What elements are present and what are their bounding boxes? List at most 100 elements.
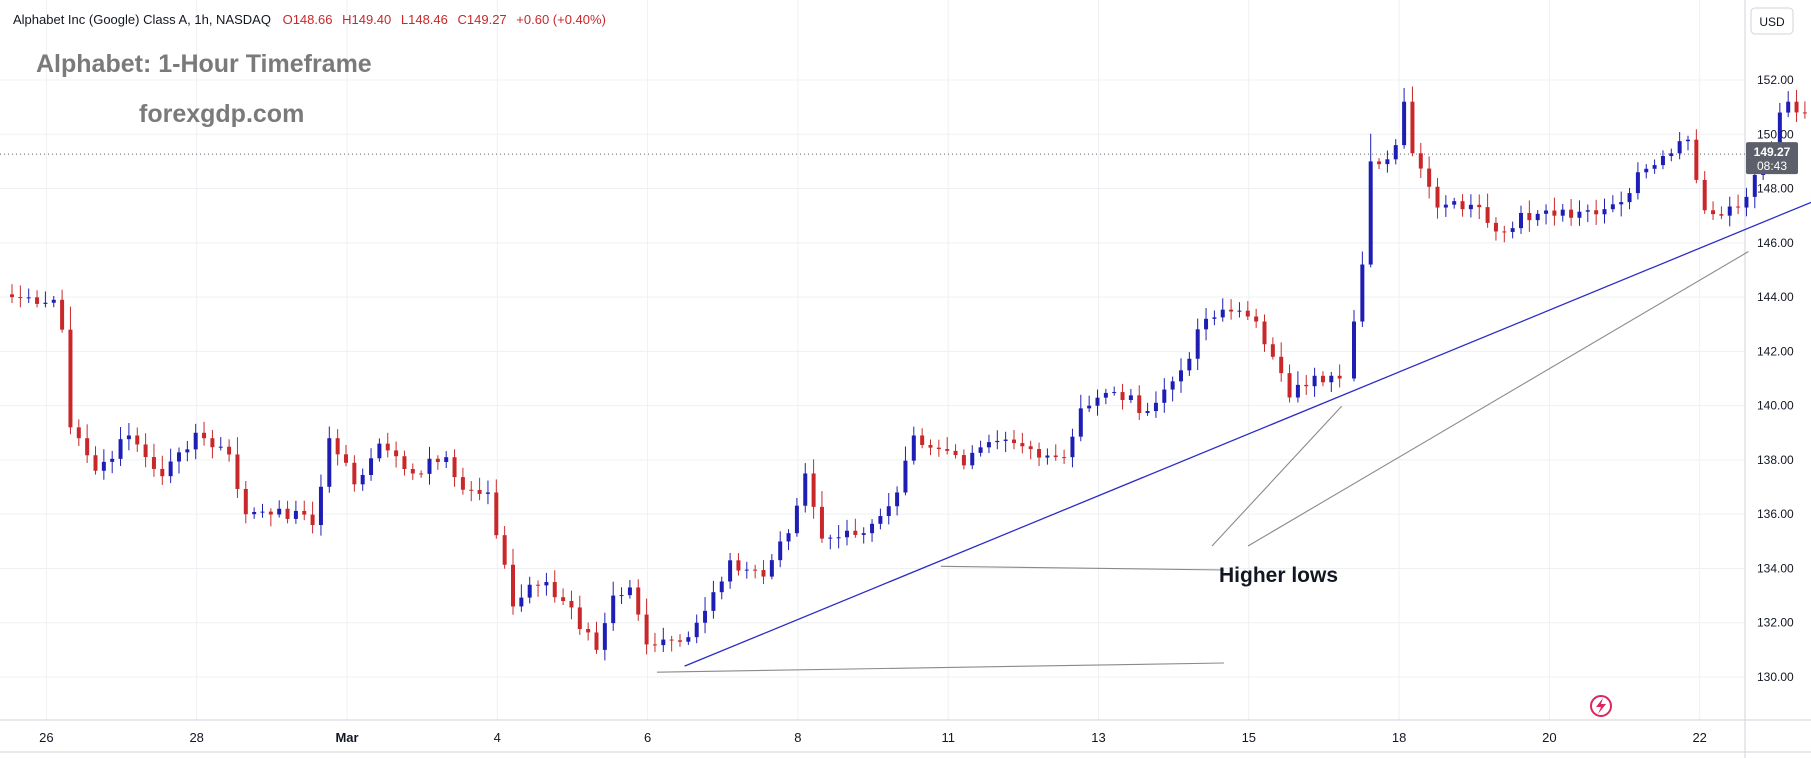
lightning-bolt-icon[interactable] xyxy=(1590,695,1612,717)
candle-body xyxy=(494,492,499,536)
candle xyxy=(1229,299,1234,320)
candle xyxy=(235,437,240,498)
candle xyxy=(177,447,181,474)
candle-body xyxy=(68,329,73,428)
candle-body xyxy=(1736,206,1741,208)
candle-body xyxy=(652,644,657,646)
candle-body xyxy=(43,302,48,304)
candle-body xyxy=(85,438,90,456)
candle-body xyxy=(1410,101,1415,154)
candle xyxy=(753,564,758,579)
candle-body xyxy=(1229,309,1234,312)
y-tick-label: 132.00 xyxy=(1757,616,1794,630)
candle xyxy=(1360,251,1365,328)
candle-body xyxy=(861,533,866,535)
candle-body xyxy=(1162,389,1167,403)
trendline[interactable] xyxy=(684,118,1811,667)
candle xyxy=(1003,431,1008,453)
candle-body xyxy=(1195,329,1200,359)
currency-button[interactable]: USD xyxy=(1750,7,1794,35)
candle xyxy=(477,477,482,501)
candle xyxy=(68,306,73,435)
currency-button-box[interactable] xyxy=(1750,7,1794,35)
candle-body xyxy=(611,595,616,624)
annotation-pointer-line xyxy=(940,565,1225,571)
annotation-pointer-line xyxy=(656,662,1225,673)
candle xyxy=(886,493,891,525)
candle xyxy=(1070,428,1075,468)
candle-body xyxy=(18,297,23,299)
candle xyxy=(552,570,557,603)
y-tick-label: 150.00 xyxy=(1757,127,1794,141)
candle-body xyxy=(110,458,115,462)
ohlc-high: H149.40 xyxy=(342,12,391,27)
lightning-bolt-icon-ring xyxy=(1590,695,1612,717)
candle xyxy=(310,501,315,534)
candle xyxy=(143,433,148,468)
x-tick-label: 8 xyxy=(794,730,801,745)
candle xyxy=(1435,178,1440,219)
candle xyxy=(928,439,933,456)
candle-body xyxy=(285,508,290,519)
candle xyxy=(920,428,925,449)
candle xyxy=(51,296,56,308)
candle xyxy=(1585,204,1590,223)
candle xyxy=(1544,204,1549,225)
candle-body xyxy=(1128,395,1133,400)
candle-body xyxy=(1802,112,1807,114)
candle xyxy=(953,444,958,459)
candle xyxy=(1652,159,1657,174)
candle xyxy=(577,595,582,635)
candle xyxy=(1694,129,1699,184)
x-tick-label: 18 xyxy=(1392,730,1406,745)
candle xyxy=(986,434,991,454)
candle-body xyxy=(903,460,908,493)
candle xyxy=(1519,205,1523,234)
y-tick-label: 142.00 xyxy=(1757,344,1794,358)
price-axis[interactable]: 130.00 132.00 134.00 136.00 138.00 140.00 142.… xyxy=(1757,73,1794,684)
candle-body xyxy=(1502,231,1507,233)
candle xyxy=(828,534,833,550)
candle-body xyxy=(435,458,440,463)
candle-body xyxy=(694,622,699,638)
candle-body xyxy=(460,477,465,490)
candle-body xyxy=(318,486,323,526)
candle-body xyxy=(485,492,490,494)
candle xyxy=(1535,210,1540,226)
candle xyxy=(1304,375,1309,395)
candle xyxy=(870,519,875,542)
candle-body xyxy=(945,449,950,451)
candle xyxy=(1627,187,1632,210)
candle xyxy=(1493,217,1498,241)
candle-body xyxy=(1619,202,1624,205)
candle xyxy=(1377,158,1382,169)
candle-body xyxy=(327,438,332,487)
candle xyxy=(302,500,307,521)
candle-body xyxy=(335,438,340,455)
candle xyxy=(1560,204,1565,222)
candle xyxy=(1295,371,1300,403)
currency-button-label[interactable]: USD xyxy=(1759,15,1785,29)
candle xyxy=(694,614,699,644)
candle xyxy=(744,561,749,579)
candle xyxy=(1087,395,1092,413)
candle-body xyxy=(1744,196,1749,208)
candle xyxy=(970,445,975,470)
x-axis[interactable]: 2628Mar4681113151820222527 xyxy=(39,730,1811,745)
candle xyxy=(126,423,131,451)
candle-body xyxy=(1220,309,1225,318)
symbol-info[interactable]: Alphabet Inc (Google) Class A, 1h, NASDA… xyxy=(13,12,606,27)
x-tick-label: 22 xyxy=(1692,730,1706,745)
candle xyxy=(160,455,165,485)
candle xyxy=(1045,448,1050,465)
candle-body xyxy=(202,432,207,439)
candle xyxy=(1220,298,1225,322)
candle xyxy=(260,503,265,518)
candle-body xyxy=(1711,210,1716,215)
candle-body xyxy=(1418,153,1423,169)
candle xyxy=(1552,197,1557,226)
candle-body xyxy=(310,514,315,526)
candle-body xyxy=(561,597,566,602)
candle-body xyxy=(920,435,925,446)
